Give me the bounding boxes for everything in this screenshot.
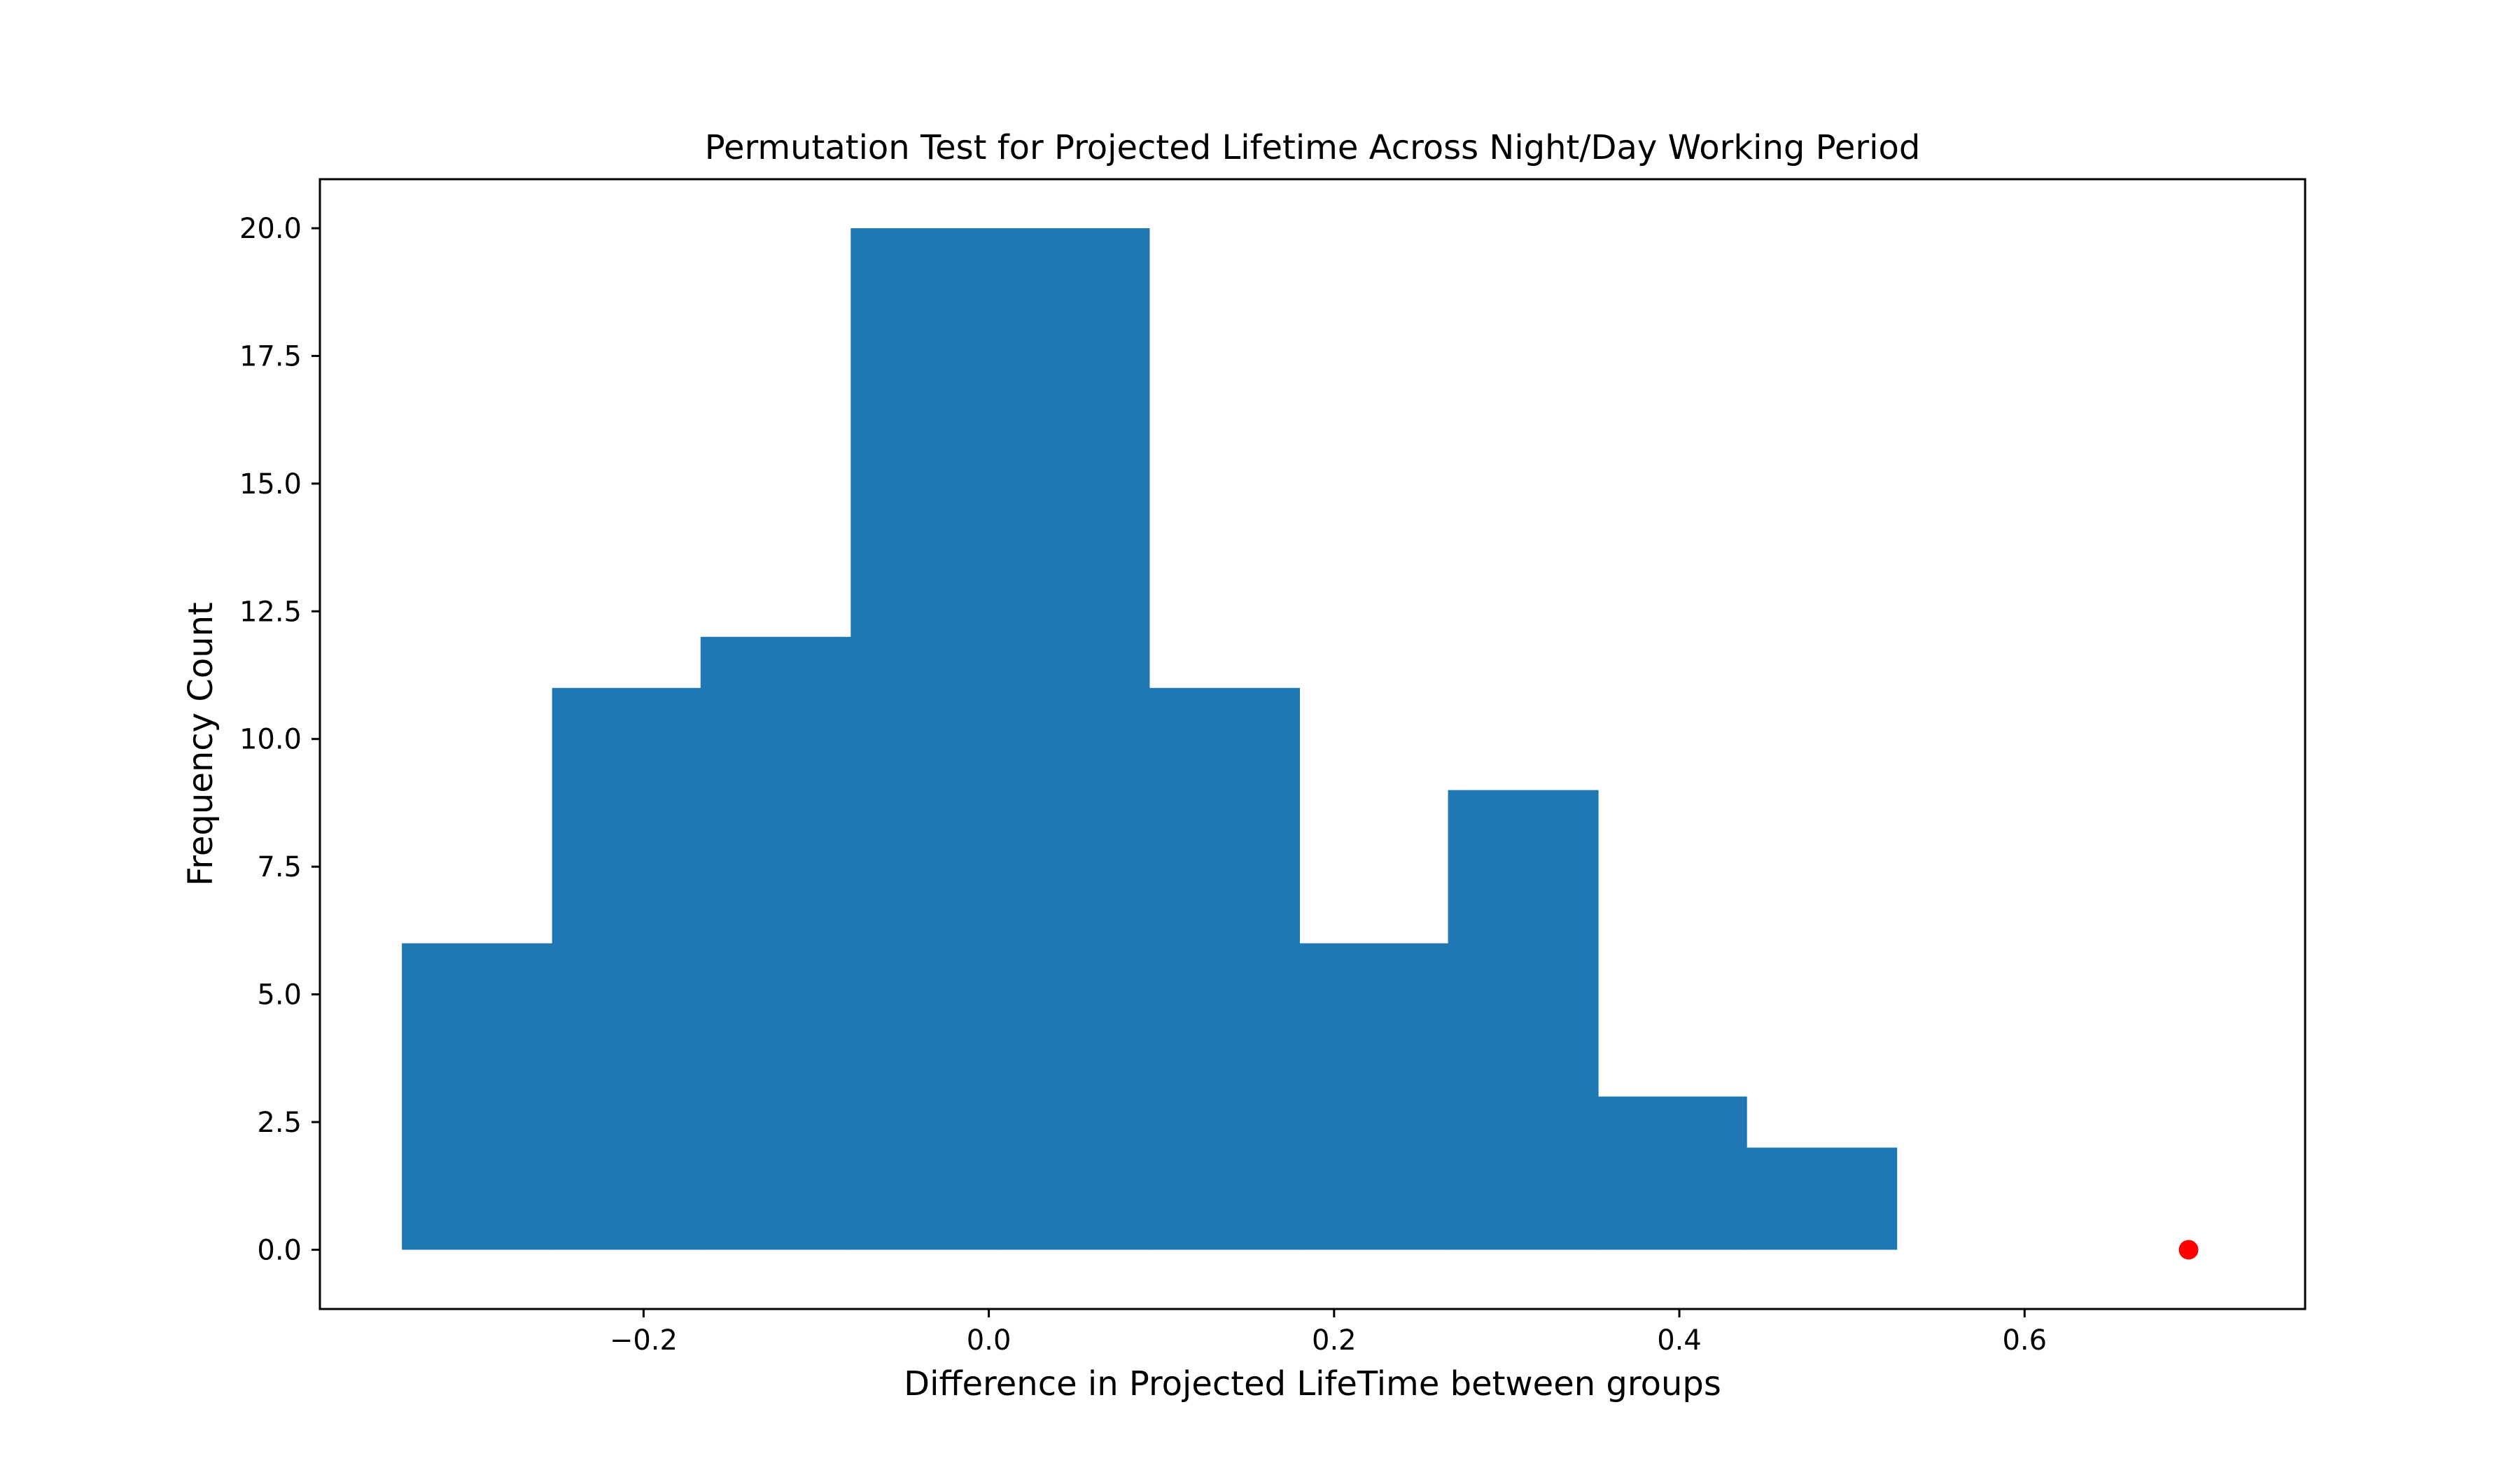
- chart-title: Permutation Test for Projected Lifetime …: [705, 128, 1921, 167]
- plot-area: [402, 228, 2199, 1260]
- y-axis-ticks: 0.0 2.5 5.0 7.5 10.0 12.5 15.0 17.5 20.0: [239, 213, 320, 1266]
- x-tick-label: 0.0: [967, 1324, 1011, 1357]
- histogram-bar: [1448, 790, 1599, 1250]
- x-tick-label: 0.6: [2002, 1324, 2047, 1357]
- y-tick-label: 0.0: [257, 1234, 302, 1266]
- x-tick-label: 0.2: [1312, 1324, 1357, 1357]
- histogram-bar: [850, 228, 1002, 1250]
- y-axis-label: Frequency Count: [181, 602, 220, 886]
- histogram-bar: [1299, 943, 1449, 1250]
- histogram-bar: [1746, 1147, 1898, 1250]
- x-tick-label: 0.4: [1657, 1324, 1702, 1357]
- histogram-bar: [402, 943, 553, 1250]
- histogram-bar: [1000, 228, 1150, 1250]
- y-tick-label: 5.0: [257, 979, 302, 1011]
- y-tick-label: 20.0: [239, 213, 302, 245]
- y-tick-label: 17.5: [239, 340, 302, 372]
- histogram-bar: [1149, 687, 1301, 1250]
- y-tick-label: 10.0: [239, 724, 302, 756]
- x-tick-label: −0.2: [610, 1324, 678, 1357]
- x-axis-ticks: −0.2 0.0 0.2 0.4 0.6: [610, 1309, 2047, 1357]
- y-tick-label: 15.0: [239, 468, 302, 500]
- observed-value-point: [2178, 1240, 2199, 1260]
- y-tick-label: 12.5: [239, 596, 302, 628]
- y-tick-label: 2.5: [257, 1107, 302, 1139]
- y-tick-label: 7.5: [257, 851, 302, 883]
- histogram-bar: [700, 636, 851, 1250]
- histogram-bar: [552, 687, 701, 1250]
- histogram-bar: [1598, 1096, 1747, 1250]
- x-axis-label: Difference in Projected LifeTime between…: [904, 1364, 1721, 1404]
- axes-frame: [318, 178, 2306, 1310]
